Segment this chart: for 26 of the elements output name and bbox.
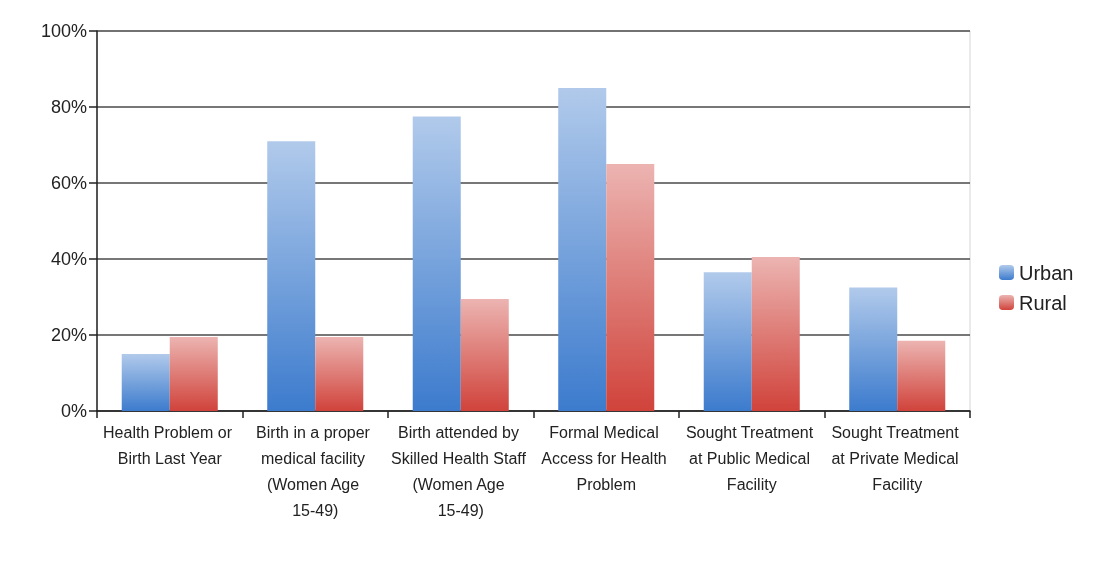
y-tick-label: 20%: [50, 325, 87, 345]
bar: [460, 298, 509, 411]
legend-label: Rural: [1019, 291, 1067, 314]
x-tick-label: Birth in a proper medical facility (Women Age 15-49): [256, 423, 375, 519]
x-tick-label: Birth attended by Skilled Health Staff (Women Age 15-49): [391, 423, 531, 519]
bar: [558, 88, 607, 411]
y-tick-label: 100%: [40, 21, 87, 41]
bar: [751, 257, 800, 411]
bar: [169, 336, 218, 411]
y-tick-label: 0%: [60, 401, 87, 421]
bar: [897, 340, 946, 411]
bar: [121, 354, 170, 411]
bar: [412, 116, 461, 411]
x-tick-label: Sought Treatment at Public Medical Facility: [685, 423, 818, 493]
x-tick-label: Health Problem or Birth Last Year: [103, 423, 237, 467]
y-tick-label: 80%: [50, 97, 87, 117]
y-tick-label: 40%: [50, 249, 87, 269]
bar: [703, 272, 752, 411]
x-tick-label: Formal Medical Access for Health Problem: [541, 423, 672, 493]
bar: [267, 141, 316, 411]
bar: [606, 164, 655, 411]
y-tick-label: 60%: [50, 173, 87, 193]
bar: [849, 287, 898, 411]
x-tick-label: Sought Treatment at Private Medical Facility: [831, 423, 964, 493]
legend-label: Urban: [1019, 261, 1074, 284]
bar: [315, 336, 364, 411]
